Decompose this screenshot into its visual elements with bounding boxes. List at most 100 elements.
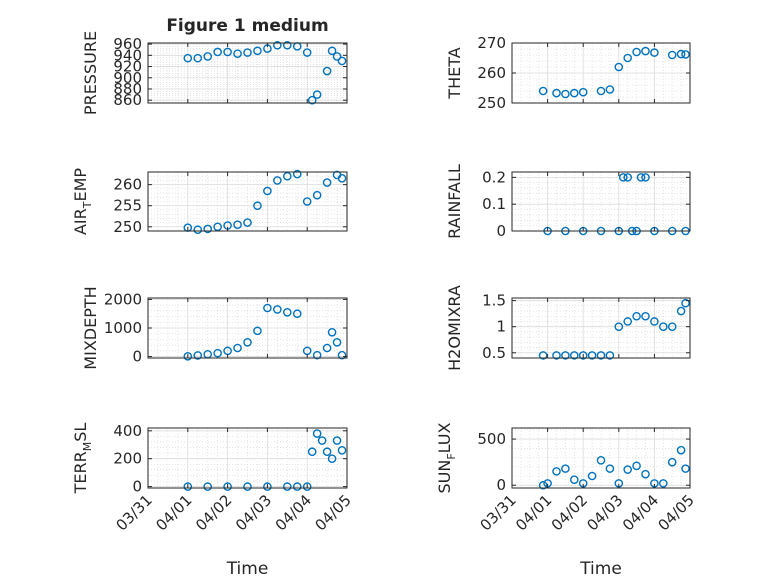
data-point xyxy=(676,445,686,455)
x-tick-label: 04/02 xyxy=(548,491,591,534)
data-point xyxy=(203,224,212,234)
data-point xyxy=(332,436,342,445)
data-point xyxy=(322,343,332,353)
y-tick-label: 880 xyxy=(113,80,142,98)
x-tick-label: 04/05 xyxy=(312,491,355,534)
data-point xyxy=(538,351,548,360)
data-point xyxy=(618,173,628,182)
data-point xyxy=(641,311,650,321)
y-tick-label: 270 xyxy=(477,34,506,52)
axes-box xyxy=(511,297,691,359)
data-point xyxy=(636,173,646,182)
data-point xyxy=(193,225,203,235)
data-point xyxy=(282,40,292,50)
data-point xyxy=(253,46,262,56)
data-point xyxy=(263,303,272,313)
x-tick-label: 04/05 xyxy=(655,491,698,534)
y-axis-label: MIXDEPTH xyxy=(81,286,100,369)
data-point xyxy=(327,454,337,463)
axes-box xyxy=(147,171,348,232)
data-point xyxy=(641,469,650,479)
y-axis-label: SUNFLUX xyxy=(435,422,458,493)
y-tick-label: 1000 xyxy=(104,319,142,337)
data-point xyxy=(561,89,570,99)
data-point xyxy=(623,53,633,63)
data-point xyxy=(183,53,193,63)
data-point xyxy=(587,351,597,360)
data-point xyxy=(570,88,579,98)
y-tick-label: 0 xyxy=(496,222,506,240)
axes-box xyxy=(147,42,348,104)
data-point xyxy=(223,482,232,491)
data-point xyxy=(243,218,252,227)
data-point xyxy=(596,351,606,360)
data-point xyxy=(337,350,347,360)
data-point xyxy=(213,47,222,57)
y-tick-label: 2000 xyxy=(104,290,142,308)
data-point xyxy=(183,351,193,361)
data-point xyxy=(233,343,242,353)
data-point xyxy=(587,471,597,481)
data-point xyxy=(322,178,332,187)
subplot-rainfall: 0 0.1 0.2 RAINFALL xyxy=(445,164,691,240)
y-tick-label: 920 xyxy=(113,58,142,76)
data-point xyxy=(561,351,570,360)
data-point xyxy=(223,47,232,57)
data-point xyxy=(552,467,561,476)
y-tick-label: 1 xyxy=(496,318,506,336)
data-point xyxy=(292,482,302,491)
y-tick-label: 0 xyxy=(496,476,506,494)
data-point xyxy=(183,482,193,491)
y-tick-label: 250 xyxy=(477,94,506,112)
axes-box xyxy=(511,427,691,489)
subplot-theta: 250 260 270 THETA xyxy=(445,34,691,112)
data-point xyxy=(561,464,570,473)
data-point xyxy=(317,436,327,445)
data-point xyxy=(243,337,252,347)
data-point xyxy=(667,50,677,60)
data-point xyxy=(632,461,641,471)
data-point xyxy=(213,348,222,358)
data-point xyxy=(292,169,302,179)
y-tick-label: 200 xyxy=(113,450,142,468)
subplot-sun_flux: 0 500 SUNFLUX xyxy=(435,422,691,494)
y-tick-label: 500 xyxy=(477,430,506,448)
data-point xyxy=(623,465,633,474)
axes-box xyxy=(147,427,348,489)
y-tick-label: 400 xyxy=(113,422,142,440)
data-point xyxy=(605,464,615,473)
x-tick-label: 04/03 xyxy=(232,491,275,534)
data-point xyxy=(282,171,292,181)
data-point xyxy=(322,447,332,457)
data-point xyxy=(676,306,686,316)
data-point xyxy=(605,351,615,360)
data-point xyxy=(578,87,588,97)
data-point xyxy=(312,350,322,360)
y-tick-label: 960 xyxy=(113,35,142,53)
figure-title: Figure 1 medium xyxy=(166,16,328,36)
x-tick-label: 04/03 xyxy=(583,491,626,534)
y-tick-label: 250 xyxy=(113,218,142,236)
data-point xyxy=(312,90,322,99)
y-tick-label: 260 xyxy=(113,176,142,194)
data-point xyxy=(193,351,203,360)
x-axis-label-2: Time xyxy=(579,559,622,579)
data-point xyxy=(203,52,212,61)
subplot-h2omixra: 0.5 1 1.5 H2OMIXRA xyxy=(445,285,691,371)
data-point xyxy=(538,480,548,490)
data-point xyxy=(233,49,242,58)
data-point xyxy=(213,222,222,232)
data-point xyxy=(292,309,302,319)
data-point xyxy=(641,46,650,56)
data-point xyxy=(302,482,312,491)
data-point xyxy=(302,197,312,206)
x-tick-label: 04/04 xyxy=(619,491,662,534)
data-point xyxy=(332,337,342,347)
data-point xyxy=(282,307,292,317)
data-point xyxy=(650,317,659,326)
data-point xyxy=(552,88,561,98)
data-point xyxy=(552,351,561,360)
